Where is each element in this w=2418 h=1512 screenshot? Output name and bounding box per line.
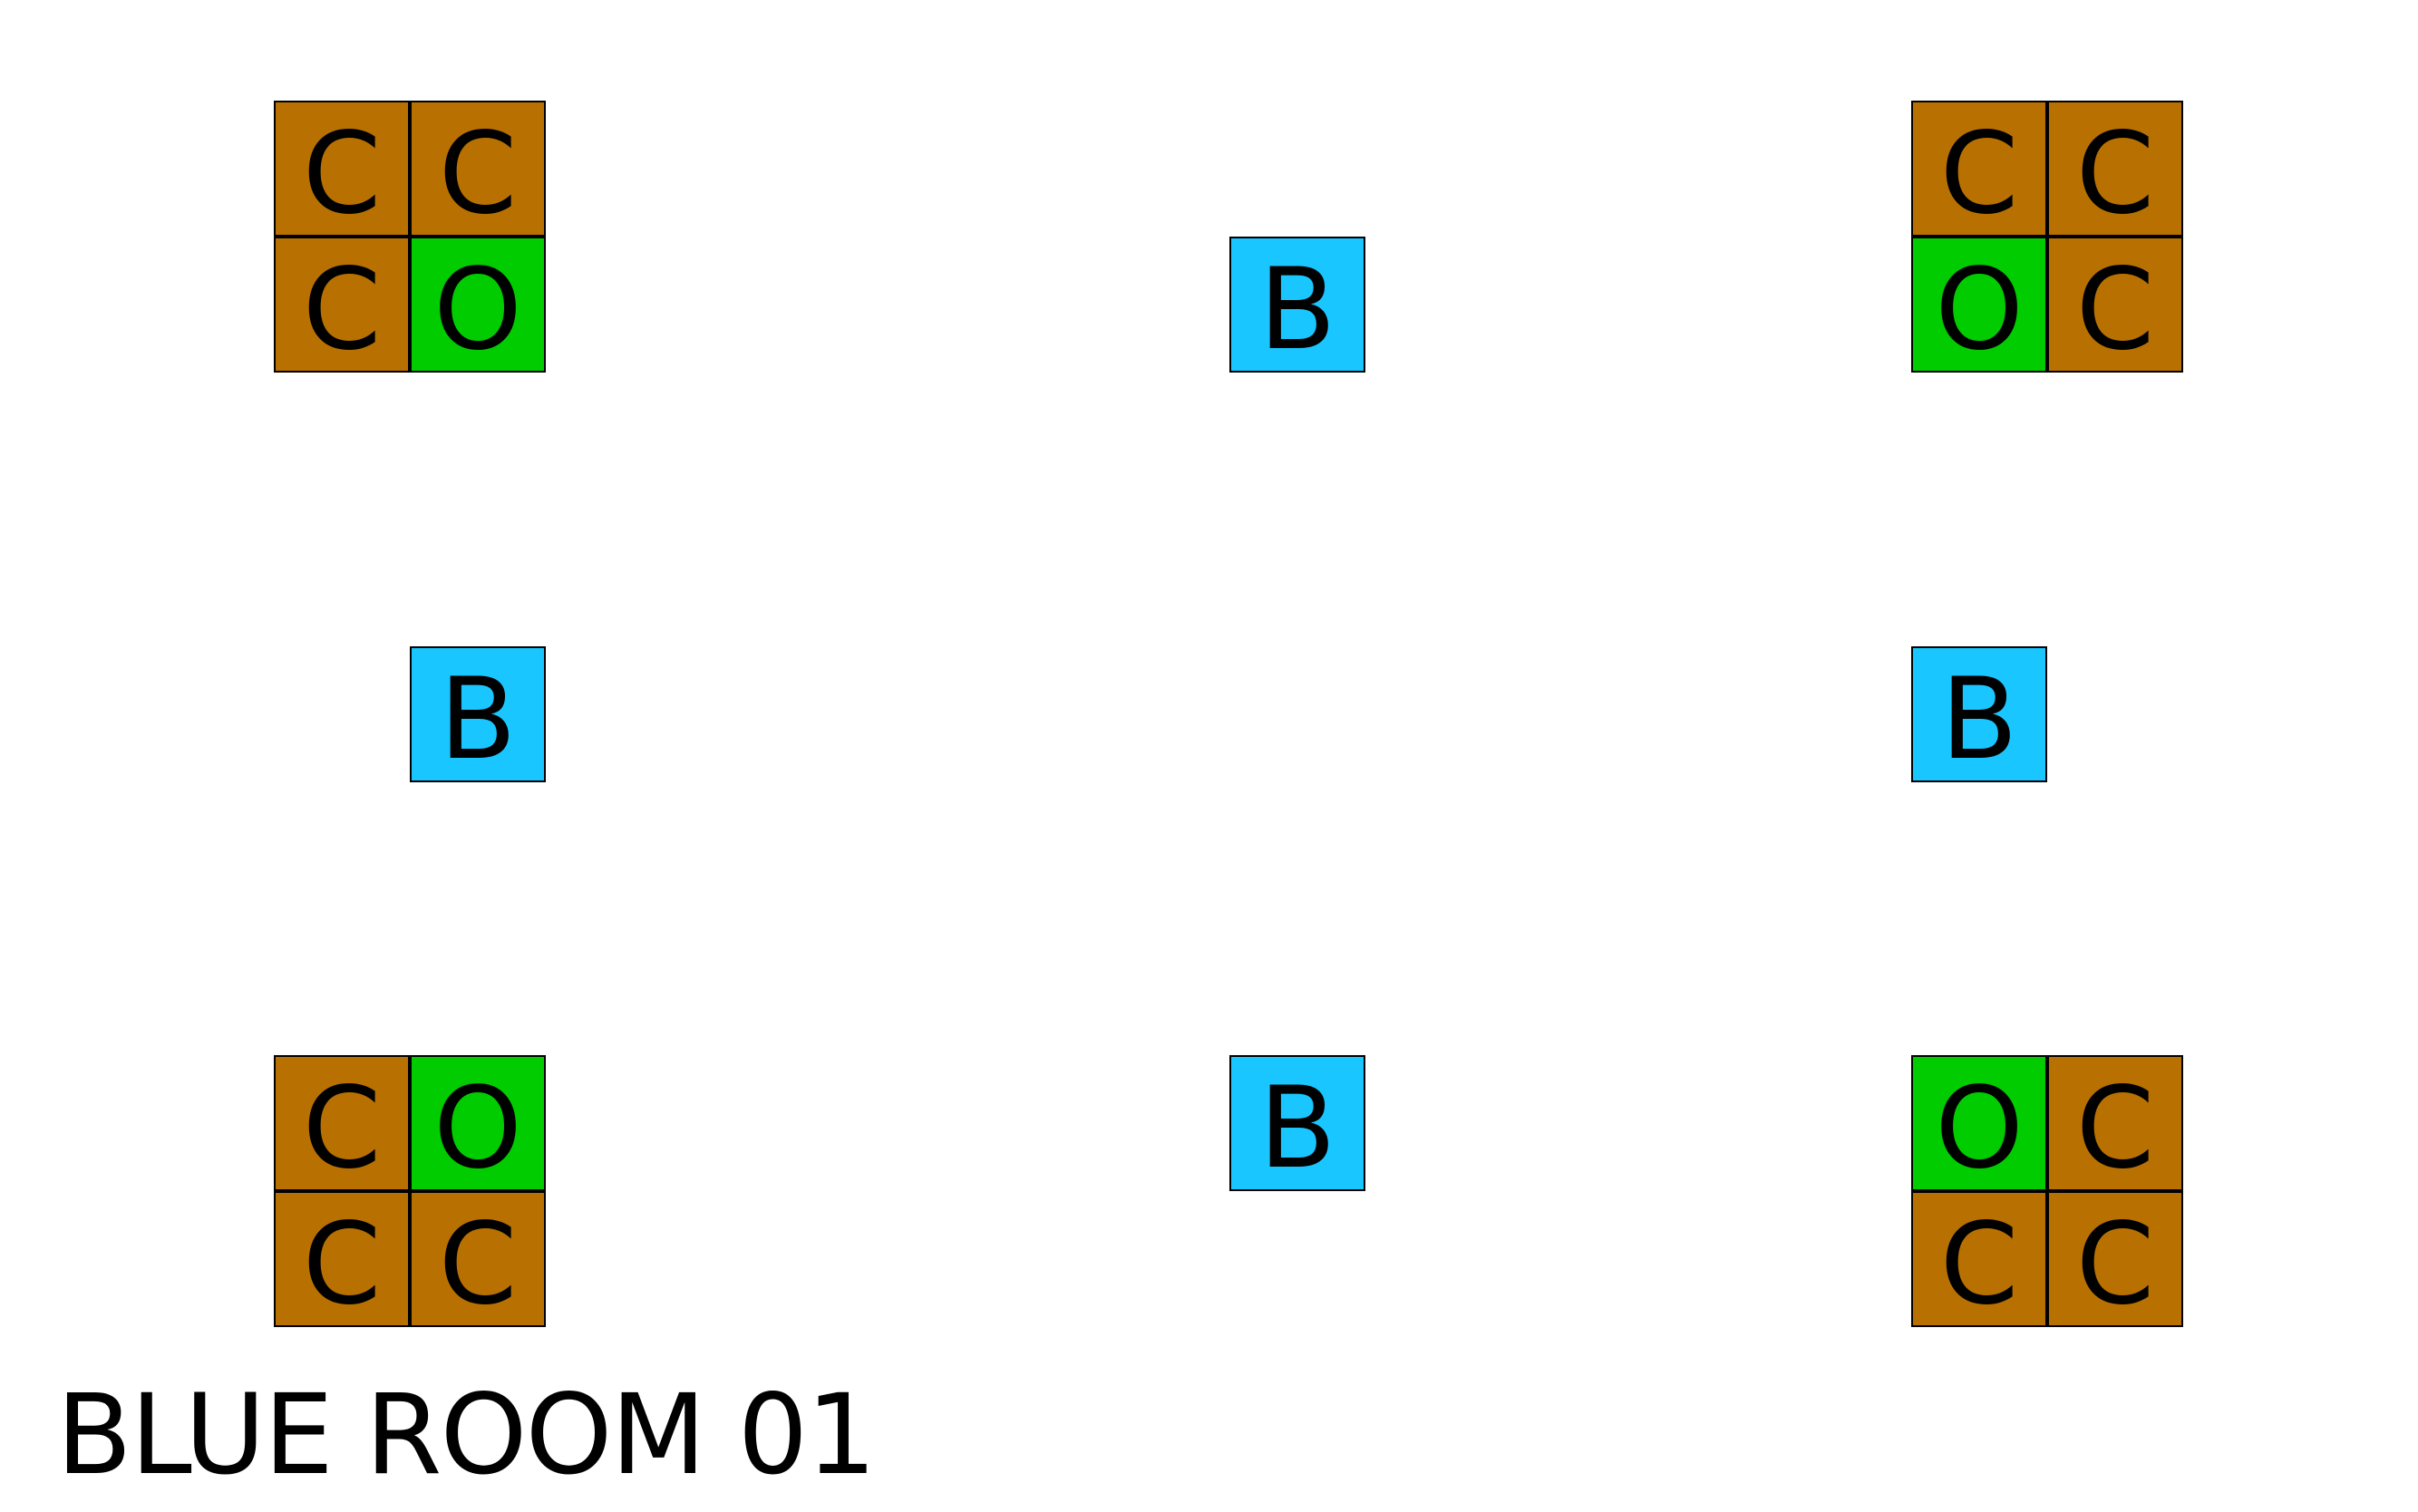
cell-label: C <box>2075 1199 2155 1330</box>
cell-br-c1: C <box>2047 1055 2183 1191</box>
cell-bl-c2: C <box>274 1191 410 1327</box>
cell-tr-c3: C <box>2047 237 2183 373</box>
cell-br-c2: C <box>1911 1191 2047 1327</box>
cell-br-o: O <box>1911 1055 2047 1191</box>
cell-tl-c2: C <box>410 101 546 237</box>
cell-label: C <box>302 109 382 239</box>
cell-label: O <box>1935 245 2024 375</box>
cell-label: C <box>438 109 518 239</box>
cell-bl-o: O <box>410 1055 546 1191</box>
room-title: BLUE ROOM 01 <box>56 1371 877 1499</box>
cell-ml-b: B <box>410 646 546 782</box>
cell-tr-o: O <box>1911 237 2047 373</box>
cell-tl-c3: C <box>274 237 410 373</box>
cell-label: O <box>433 245 522 375</box>
cell-label: B <box>1258 245 1336 375</box>
cell-mr-b: B <box>1911 646 2047 782</box>
cell-label: C <box>2075 245 2155 375</box>
cell-label: O <box>433 1063 522 1194</box>
cell-label: C <box>1939 1199 2019 1330</box>
cell-tl-o: O <box>410 237 546 373</box>
cell-tc-b: B <box>1229 237 1365 373</box>
cell-label: O <box>1935 1063 2024 1194</box>
cell-label: C <box>438 1199 518 1330</box>
cell-br-c3: C <box>2047 1191 2183 1327</box>
cell-label: C <box>2075 109 2155 239</box>
cell-label: C <box>302 245 382 375</box>
cell-label: C <box>1939 109 2019 239</box>
cell-tr-c2: C <box>2047 101 2183 237</box>
cell-label: C <box>302 1063 382 1194</box>
cell-label: B <box>439 654 517 785</box>
cell-bl-c1: C <box>274 1055 410 1191</box>
cell-label: B <box>1940 654 2018 785</box>
cell-tl-c1: C <box>274 101 410 237</box>
cell-bl-c3: C <box>410 1191 546 1327</box>
cell-label: C <box>302 1199 382 1330</box>
cell-label: B <box>1258 1063 1336 1194</box>
cell-label: C <box>2075 1063 2155 1194</box>
cell-tr-c1: C <box>1911 101 2047 237</box>
cell-bc-b: B <box>1229 1055 1365 1191</box>
